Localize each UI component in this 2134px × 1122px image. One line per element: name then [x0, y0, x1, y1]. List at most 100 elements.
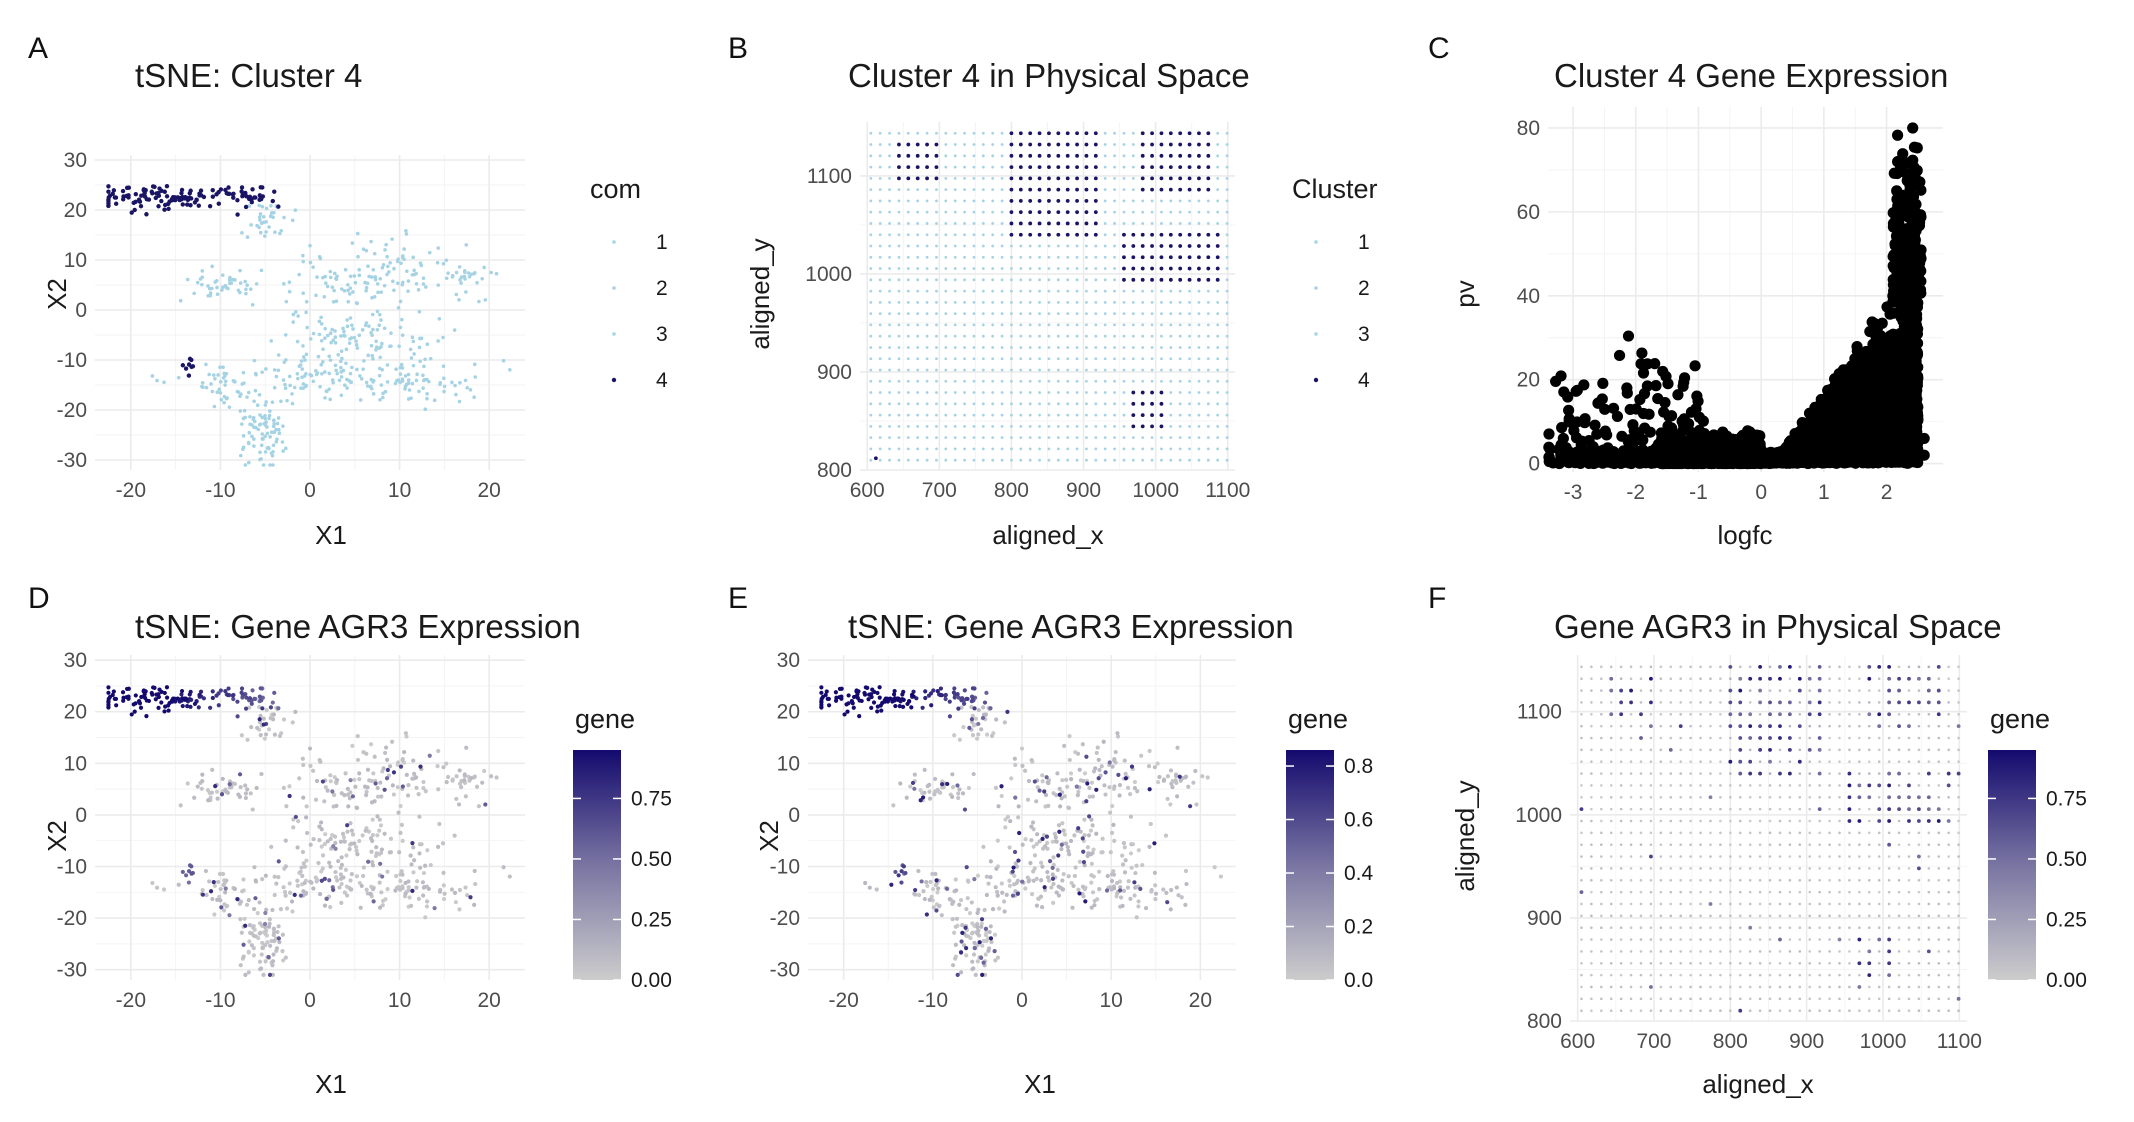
spot-point: [1113, 154, 1116, 158]
data-point: [423, 285, 428, 289]
spot-point: [916, 447, 920, 451]
spot-point: [1103, 143, 1107, 146]
data-point: [329, 340, 333, 345]
data-point: [186, 373, 192, 378]
spot-point: [888, 346, 891, 349]
spot-point: [1103, 379, 1107, 383]
data-point: [300, 367, 305, 371]
spot-point: [1187, 153, 1192, 158]
spot-point: [1084, 210, 1089, 215]
spot-point: [925, 255, 929, 259]
spot-point: [1084, 187, 1089, 192]
data-point: [378, 398, 382, 402]
spot-point: [935, 210, 938, 214]
spot-point: [935, 413, 938, 417]
spot-point: [944, 436, 948, 440]
spot-point: [972, 346, 976, 349]
spot-point: [1113, 165, 1116, 169]
data-point: [309, 373, 314, 378]
data-point: [402, 247, 406, 251]
spot-point: [935, 346, 938, 349]
data-point: [364, 288, 368, 293]
spot-point: [1038, 458, 1041, 462]
spot-point: [878, 379, 882, 383]
spot-point: [972, 154, 976, 158]
spot-point: [972, 131, 976, 135]
spot-point: [1066, 391, 1070, 394]
spot-point: [953, 447, 957, 451]
data-point: [273, 230, 277, 234]
spot-point: [1093, 199, 1098, 203]
spot-point: [1122, 154, 1126, 158]
spot-point: [1066, 255, 1070, 259]
spot-point: [1028, 357, 1032, 361]
data-point: [348, 316, 353, 320]
spot-point: [1085, 346, 1088, 349]
data-point: [188, 196, 194, 201]
spot-point: [1047, 131, 1051, 136]
spot-point: [888, 413, 891, 417]
spot-point: [1160, 447, 1163, 451]
data-point: [380, 341, 384, 346]
data-point: [254, 425, 258, 430]
data-point: [250, 187, 255, 192]
spot-point: [878, 222, 882, 225]
spot-point: [1159, 424, 1164, 429]
data-point: [415, 372, 419, 377]
data-point: [400, 333, 405, 337]
data-point: [246, 460, 251, 465]
spot-point: [1197, 142, 1201, 147]
data-point: [425, 392, 429, 396]
spot-point: [916, 346, 920, 349]
spot-point: [869, 346, 873, 349]
data-point: [133, 191, 139, 197]
spot-point: [972, 244, 976, 248]
data-point: [283, 386, 288, 391]
spot-point: [944, 323, 948, 327]
spot-point: [1169, 413, 1173, 417]
spot-point: [991, 222, 995, 225]
data-point: [272, 421, 276, 426]
spot-point: [981, 368, 985, 372]
spot-point: [1103, 244, 1107, 248]
spot-point: [878, 278, 882, 282]
spot-point: [897, 244, 901, 248]
data-point: [494, 271, 499, 276]
spot-point: [963, 413, 966, 417]
spot-point: [1215, 277, 1220, 282]
spot-point: [1225, 413, 1229, 417]
spot-point: [1113, 312, 1116, 316]
spot-point: [1103, 289, 1107, 293]
spot-point: [888, 222, 891, 225]
data-point: [314, 293, 318, 298]
data-point: [322, 295, 327, 299]
spot-point: [1131, 131, 1135, 135]
spot-point: [1093, 232, 1098, 237]
spot-point: [1150, 368, 1154, 372]
spot-point: [935, 436, 938, 440]
spot-point: [878, 300, 882, 304]
spot-point: [1009, 210, 1014, 215]
data-point: [347, 378, 351, 383]
spot-point: [1037, 199, 1042, 203]
data-point: [238, 281, 243, 285]
spot-point: [1150, 232, 1154, 237]
spot-point: [1019, 346, 1023, 349]
spot-point: [1113, 176, 1116, 180]
spot-point: [1056, 458, 1060, 462]
data-point: [308, 260, 313, 265]
spot-point: [869, 312, 873, 316]
data-point: [204, 362, 208, 367]
spot-point: [972, 334, 976, 338]
spot-point: [1028, 436, 1032, 440]
data-point: [247, 430, 252, 435]
spot-point: [1206, 165, 1211, 169]
spot-point: [972, 210, 976, 214]
spot-point: [1225, 346, 1229, 349]
data-point: [411, 255, 416, 260]
data-point: [351, 290, 355, 294]
spot-point: [1010, 436, 1013, 440]
spot-point: [963, 210, 966, 214]
spot-point: [1131, 222, 1135, 225]
spot-point: [953, 255, 957, 259]
